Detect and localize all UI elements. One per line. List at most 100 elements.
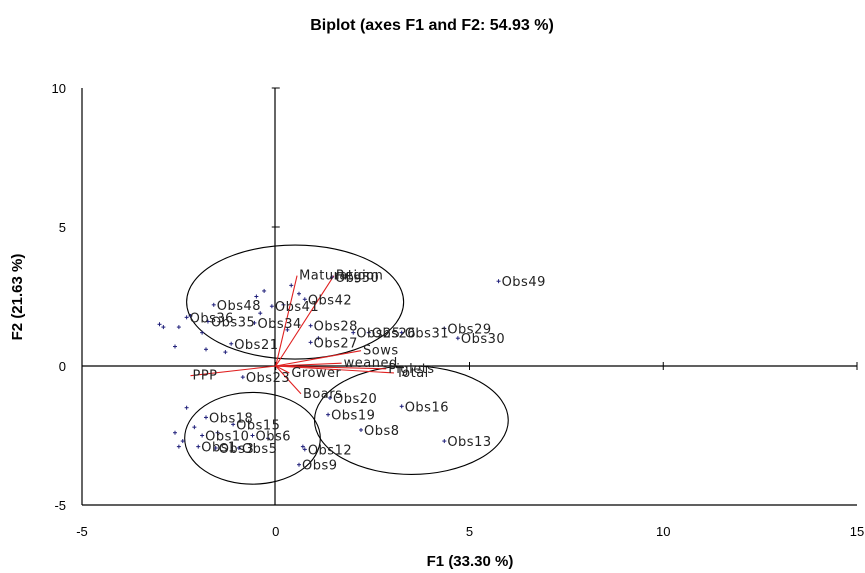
cluster-ellipse [186,244,405,360]
observation-label: Obs48 [217,299,261,314]
variable-label: weaned [344,356,398,371]
observation-label: Obs12 [308,443,352,458]
observation-point [176,325,181,330]
observation-point [285,327,290,332]
variable-label: PPP [193,369,218,384]
variable-vector [275,365,302,395]
variable-vector [275,275,298,367]
observation-label: Obs29 [447,322,491,337]
variable-vector [275,365,290,374]
observation-point [173,430,177,435]
observation-point [266,436,270,441]
variable-vector [275,362,342,367]
observation-point [213,446,218,451]
observation-points [157,275,501,467]
variable-vector [275,350,362,367]
cluster-ellipses [184,244,509,485]
y-axis-label: F2 (21.63 %) [9,254,26,341]
chart-title: Biplot (axes F1 and F2: 54.93 %) [310,17,554,34]
observation-point [205,319,210,324]
observation-point [211,302,216,307]
observation-point [496,279,501,284]
x-tick-label: -5 [76,524,88,539]
observation-point [240,375,245,380]
observation-point [326,412,331,417]
observation-label: Obs8 [364,424,400,439]
variable-vectors [190,275,394,395]
observation-point [328,395,332,400]
observation-label: Obs27 [314,336,358,351]
variable-label: Piglets [388,362,434,377]
observation-point [359,427,363,432]
observation-point [308,340,313,345]
observation-point [329,275,334,280]
observation-label: Obs49 [502,275,546,290]
observation-point [366,330,371,335]
observation-point [250,433,255,438]
variable-label: Grower [291,366,341,381]
observation-point [231,422,236,427]
observation-label: Obs36 [190,311,234,326]
y-tick-label: 10 [52,81,66,96]
observation-label: Obs25 [356,327,400,342]
observation-point [180,439,185,444]
observation-label: Obs50 [335,271,379,286]
observation-point [200,330,205,335]
variable-vector [275,365,387,370]
observation-point [262,288,267,293]
y-tick-label: 5 [59,220,66,235]
y-tick-label: 0 [59,359,66,374]
observation-point [184,315,189,320]
observation-label: Obs26 [372,327,416,342]
observation-label: Obs20 [333,392,377,407]
observation-point [200,433,205,438]
observation-point [196,444,201,449]
observation-point [269,304,274,309]
observation-label: Obs1 [201,441,237,456]
observation-point [297,462,301,467]
observation-point [173,344,177,349]
observation-point [300,444,305,449]
observation-label: Obs41 [275,300,319,315]
observation-point [161,325,166,330]
observation-point [399,330,404,335]
variable-vector [275,275,335,367]
variable-label: Maturation [299,269,375,284]
x-tick-label: 15 [850,524,864,539]
y-tick-label: -5 [54,498,66,513]
observation-label: Obs28 [314,320,358,335]
observation-point [204,347,208,352]
observation-point [184,405,189,410]
observation-label: Obs6 [256,430,292,445]
x-axis-label: F1 (33.30 %) [427,553,514,570]
observation-point [399,404,404,409]
observation-point [302,447,307,452]
observation-label: Obs18 [209,411,253,426]
observation-point [297,291,301,296]
observation-label: Obs15 [236,418,280,433]
observation-point [258,311,263,316]
observation-label: Obs23 [246,371,290,386]
observation-label: Obs19 [331,409,375,424]
observation-point [316,336,321,341]
observation-label: Obs34 [257,317,301,332]
observation-label: Obs5 [242,442,278,457]
observation-point [236,446,241,451]
observation-point [308,323,313,328]
observation-point [223,350,228,355]
observation-label: Obs21 [234,338,278,353]
observation-label: Obs9 [302,459,338,474]
variable-label: Sows [363,344,399,359]
observation-point [442,326,447,331]
observation-point [204,415,208,420]
x-tick-label: 5 [466,524,473,539]
observation-label: Obs10 [205,430,249,445]
variable-label: Region [336,269,384,284]
observation-point [281,302,286,307]
observation-label: Obs31 [405,327,449,342]
x-tick-label: 0 [272,524,279,539]
x-tick-label: 10 [656,524,670,539]
observation-point [229,341,234,346]
observation-label: Obs42 [308,293,352,308]
